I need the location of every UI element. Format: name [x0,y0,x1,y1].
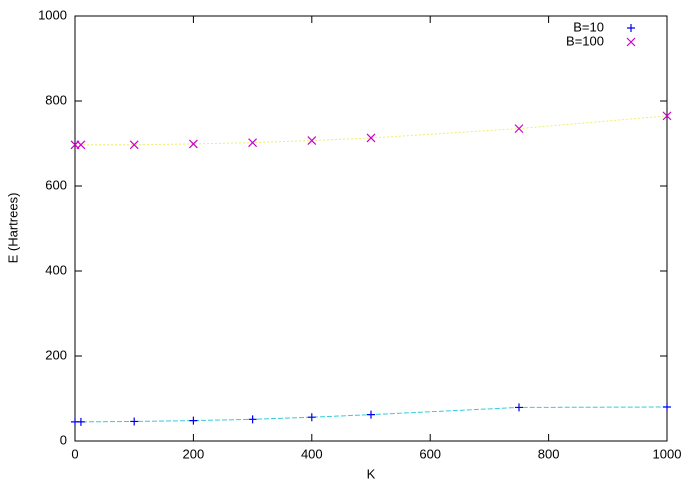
legend-label: B=10 [573,19,604,34]
marker [367,410,375,419]
marker [307,136,317,145]
marker [663,403,671,411]
legend-label: B=100 [566,33,604,48]
y-tick-label: 0 [60,432,67,447]
marker [248,415,257,424]
marker [515,403,523,412]
plot-frame [74,15,668,442]
x-tick-label: 800 [538,446,560,461]
x-tick-label: 1000 [653,446,682,461]
marker [189,416,198,425]
y-tick-label: 400 [45,262,67,277]
y-tick-label: 200 [45,347,67,362]
marker [188,139,198,149]
marker [514,124,524,134]
marker [76,140,86,150]
legend-marker [626,37,636,47]
x-axis-label: K [367,466,376,481]
marker [130,417,139,426]
marker [129,140,139,150]
marker [76,417,85,426]
y-tick-label: 600 [45,177,67,192]
marker [366,133,376,143]
marker [662,111,672,121]
y-tick-label: 1000 [38,7,67,22]
x-tick-label: 600 [419,446,441,461]
x-tick-label: 200 [183,446,205,461]
x-tick-label: 0 [71,446,78,461]
x-tick-label: 400 [301,446,323,461]
y-axis-label: E (Hartrees) [5,193,20,264]
y-tick-label: 800 [45,92,67,107]
marker [248,138,258,148]
legend-marker [627,24,635,32]
fit-line [75,115,668,146]
marker [307,413,316,422]
